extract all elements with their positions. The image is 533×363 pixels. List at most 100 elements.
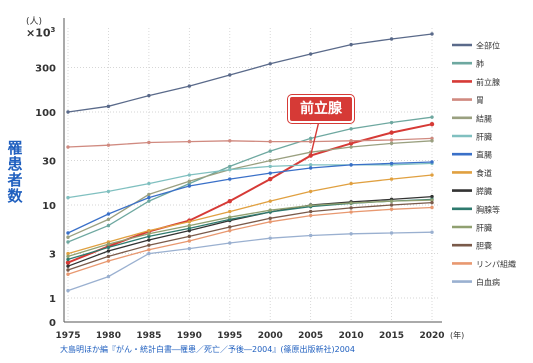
data-point [147, 192, 151, 197]
legend-label: 前立腺 [476, 77, 500, 87]
data-point [187, 226, 192, 231]
legend-item: 食道 [452, 168, 492, 178]
data-point [66, 251, 70, 256]
x-tick-label: 1995 [217, 331, 242, 341]
legend-item: 胃 [452, 96, 484, 105]
legend-item: 肺 [452, 60, 484, 69]
data-point [349, 232, 353, 236]
data-point [147, 234, 151, 239]
data-point [66, 195, 70, 200]
data-point [228, 215, 232, 219]
series-0 [66, 32, 434, 114]
data-point [430, 173, 434, 177]
data-point [106, 254, 111, 259]
y-unit-label: (人) [26, 17, 43, 27]
x-tick-label: 1990 [177, 331, 202, 341]
data-point [308, 209, 313, 214]
data-point [147, 243, 151, 247]
source-citation: 大島明ほか編『がん・統計白書―罹患／死亡／予後―2004』(篠原出版新社)200… [60, 345, 355, 354]
x-tick-label: 2005 [298, 331, 323, 341]
gridlines [63, 18, 442, 323]
y-tick-zero: 0 [49, 318, 56, 329]
data-point [66, 240, 70, 244]
data-point [389, 138, 394, 142]
data-point [308, 153, 313, 158]
data-point [349, 206, 353, 210]
data-point [430, 230, 434, 234]
data-point [106, 104, 111, 109]
data-point [349, 139, 353, 143]
data-point [308, 52, 313, 56]
data-point [228, 139, 232, 143]
series-line [67, 231, 433, 292]
data-point [348, 141, 354, 146]
legend-label: 結腸 [476, 113, 492, 123]
legend-label: 食道 [476, 168, 492, 178]
data-point [389, 207, 394, 211]
data-point [106, 245, 111, 250]
data-point [147, 93, 151, 98]
data-point [187, 84, 192, 88]
series-3 [66, 136, 434, 149]
data-point [430, 198, 434, 202]
series-9 [66, 197, 434, 262]
legend-item: リンパ組織 [452, 259, 516, 269]
data-point [389, 203, 394, 207]
series-line [67, 33, 433, 113]
legend-item: 白血病 [452, 277, 500, 287]
y-tick-label: 100 [35, 108, 56, 119]
data-point [147, 228, 151, 233]
legend-label: 直腸 [476, 150, 492, 160]
data-point [389, 177, 394, 181]
series-1 [66, 115, 434, 244]
data-point [268, 208, 272, 212]
data-point [349, 181, 353, 186]
prostate-callout: 前立腺 [288, 95, 354, 123]
data-point [430, 32, 434, 36]
data-point [66, 110, 70, 114]
data-point [106, 259, 111, 263]
legend-label: 肺 [476, 60, 484, 69]
data-point [389, 120, 394, 125]
x-tick-label: 1975 [55, 331, 80, 341]
series-10 [66, 198, 434, 259]
legend-item: 胆嚢 [452, 241, 492, 251]
legend-item: 結腸 [452, 113, 492, 123]
legend-item: 直腸 [452, 150, 492, 160]
data-point [308, 233, 313, 238]
y-tick-label: 300 [35, 64, 56, 75]
series-line [67, 161, 433, 234]
data-point [268, 220, 272, 224]
legend-label: 全部位 [476, 41, 500, 51]
data-point [430, 136, 434, 141]
data-point [228, 228, 232, 233]
series-12 [66, 205, 434, 276]
data-point [147, 248, 151, 252]
data-point [187, 246, 192, 251]
legend-item: 胸腺等 [452, 204, 500, 214]
series-line [67, 201, 433, 271]
data-point [66, 288, 70, 293]
series-line [67, 162, 433, 199]
legend-item: 膵臓 [452, 186, 492, 196]
data-point [389, 231, 394, 235]
x-unit-label: (年) [450, 330, 464, 340]
data-point [349, 163, 353, 167]
data-point [389, 130, 394, 135]
data-point [430, 115, 434, 119]
series-line [67, 206, 433, 275]
data-point [147, 232, 151, 236]
data-point [430, 200, 434, 205]
data-point [106, 212, 111, 216]
data-point [187, 220, 192, 224]
y-axis-title-char: 患 [7, 155, 23, 173]
y-tick-label: 10 [42, 201, 56, 212]
data-point [187, 184, 192, 188]
data-point [228, 167, 232, 172]
data-point [106, 249, 111, 253]
data-point [430, 205, 434, 210]
data-point [147, 195, 151, 200]
callout-pointer [309, 120, 320, 156]
data-point [389, 37, 394, 41]
